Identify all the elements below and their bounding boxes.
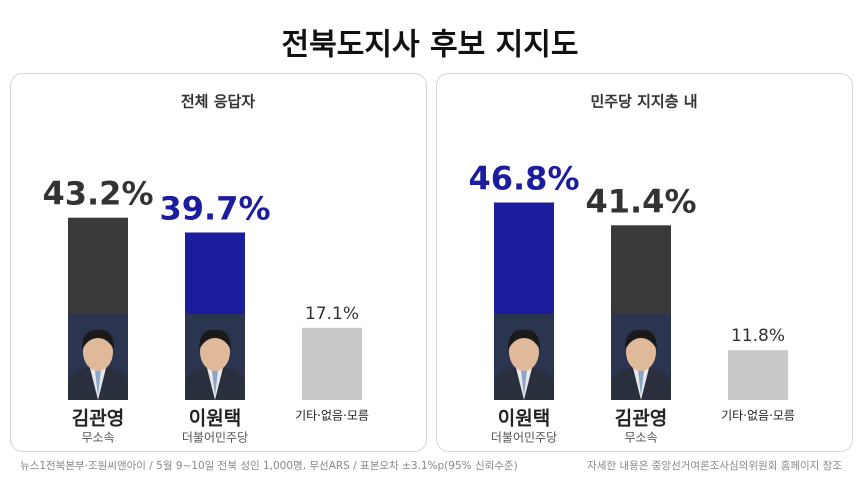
value-label: 41.4%: [585, 182, 696, 220]
value-label: 39.7%: [159, 189, 270, 227]
candidate-photo: [185, 314, 245, 400]
photo-hair: [625, 329, 657, 350]
photo-hair: [82, 329, 114, 350]
category-label: 김관영: [615, 408, 667, 430]
category-label: 이원택: [189, 408, 241, 430]
page-title: 전북도지사 후보 지지도: [282, 28, 579, 63]
photo-face: [83, 333, 113, 371]
footnote: 자세한 내용은 중앙선거여론조사심의위원회 홈페이지 참조: [587, 459, 842, 472]
value-label: 43.2%: [42, 175, 153, 213]
photo-hair: [508, 329, 540, 350]
candidate-photo: [68, 314, 128, 400]
photo-face: [626, 333, 656, 371]
panel-title: 민주당 지지층 내: [590, 93, 697, 111]
category-label: 기타·없음·모름: [721, 409, 795, 423]
value-label: 46.8%: [468, 160, 579, 198]
party-label: 더불어민주당: [491, 431, 557, 445]
party-label: 더불어민주당: [182, 431, 248, 445]
photo-tie: [95, 370, 101, 396]
photo-hair: [199, 329, 231, 350]
category-label: 이원택: [498, 408, 550, 430]
photo-tie: [212, 370, 218, 396]
candidate-photo: [611, 314, 671, 400]
bar: [728, 350, 788, 400]
category-label: 김관영: [72, 408, 124, 430]
photo-face: [509, 333, 539, 371]
candidate-photo: [494, 314, 554, 400]
photo-tie: [638, 370, 644, 396]
value-label: 11.8%: [731, 326, 785, 346]
bar: [302, 327, 362, 400]
panel-title: 전체 응답자: [181, 93, 255, 111]
category-label: 기타·없음·모름: [295, 409, 369, 423]
photo-tie: [521, 370, 527, 396]
value-label: 17.1%: [305, 304, 359, 324]
party-label: 무소속: [81, 431, 114, 445]
photo-face: [200, 333, 230, 371]
source-note: 뉴스1전북본부·조원씨앤아이 / 5월 9~10일 전북 성인 1,000명, …: [20, 459, 518, 472]
party-label: 무소속: [624, 431, 657, 445]
